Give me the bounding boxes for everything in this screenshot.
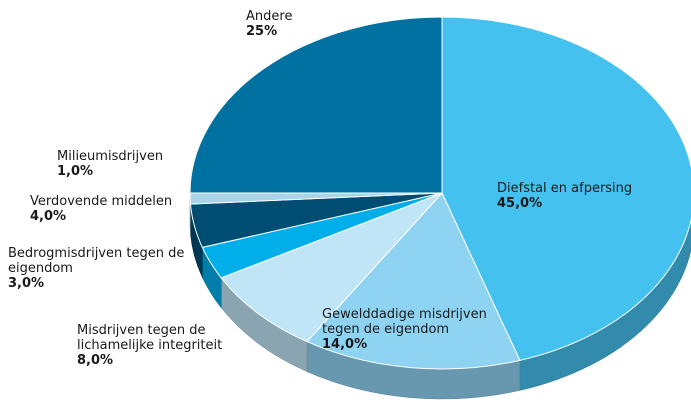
category-label: Misdrijven tegen de lichamelijke integri… — [77, 323, 223, 353]
value-label: 14,0% — [322, 337, 368, 352]
slice — [220, 192, 443, 343]
category-label: Bedrogmisdrijven tegen de eigendom — [8, 246, 185, 276]
category-label: Milieumisdrijven — [57, 149, 164, 164]
value-label: 8,0% — [77, 353, 114, 368]
value-label: 4,0% — [30, 209, 67, 224]
value-label: 3,0% — [8, 276, 45, 291]
category-label: Gewelddadige misdrijven tegen de eigendo… — [322, 307, 487, 337]
value-label: 45,0% — [497, 196, 543, 211]
slice — [189, 16, 443, 194]
category-label: Andere — [246, 9, 293, 24]
category-label: Verdovende middelen — [30, 194, 173, 209]
slice-label: Andere 25% — [246, 9, 366, 39]
slice-label: Milieumisdrijven 1,0% — [57, 149, 207, 179]
value-label: 25% — [246, 24, 278, 39]
slice-label: Bedrogmisdrijven tegen de eigendom 3,0% — [8, 246, 193, 291]
slice-label: Misdrijven tegen de lichamelijke integri… — [77, 323, 247, 368]
slice-label: Verdovende middelen 4,0% — [30, 194, 200, 224]
category-label: Diefstal en afpersing — [497, 181, 633, 196]
slice-label: Gewelddadige misdrijven tegen de eigendo… — [322, 307, 497, 352]
slice-label: Diefstal en afpersing 45,0% — [497, 181, 687, 211]
value-label: 1,0% — [57, 164, 94, 179]
slice — [306, 192, 521, 370]
